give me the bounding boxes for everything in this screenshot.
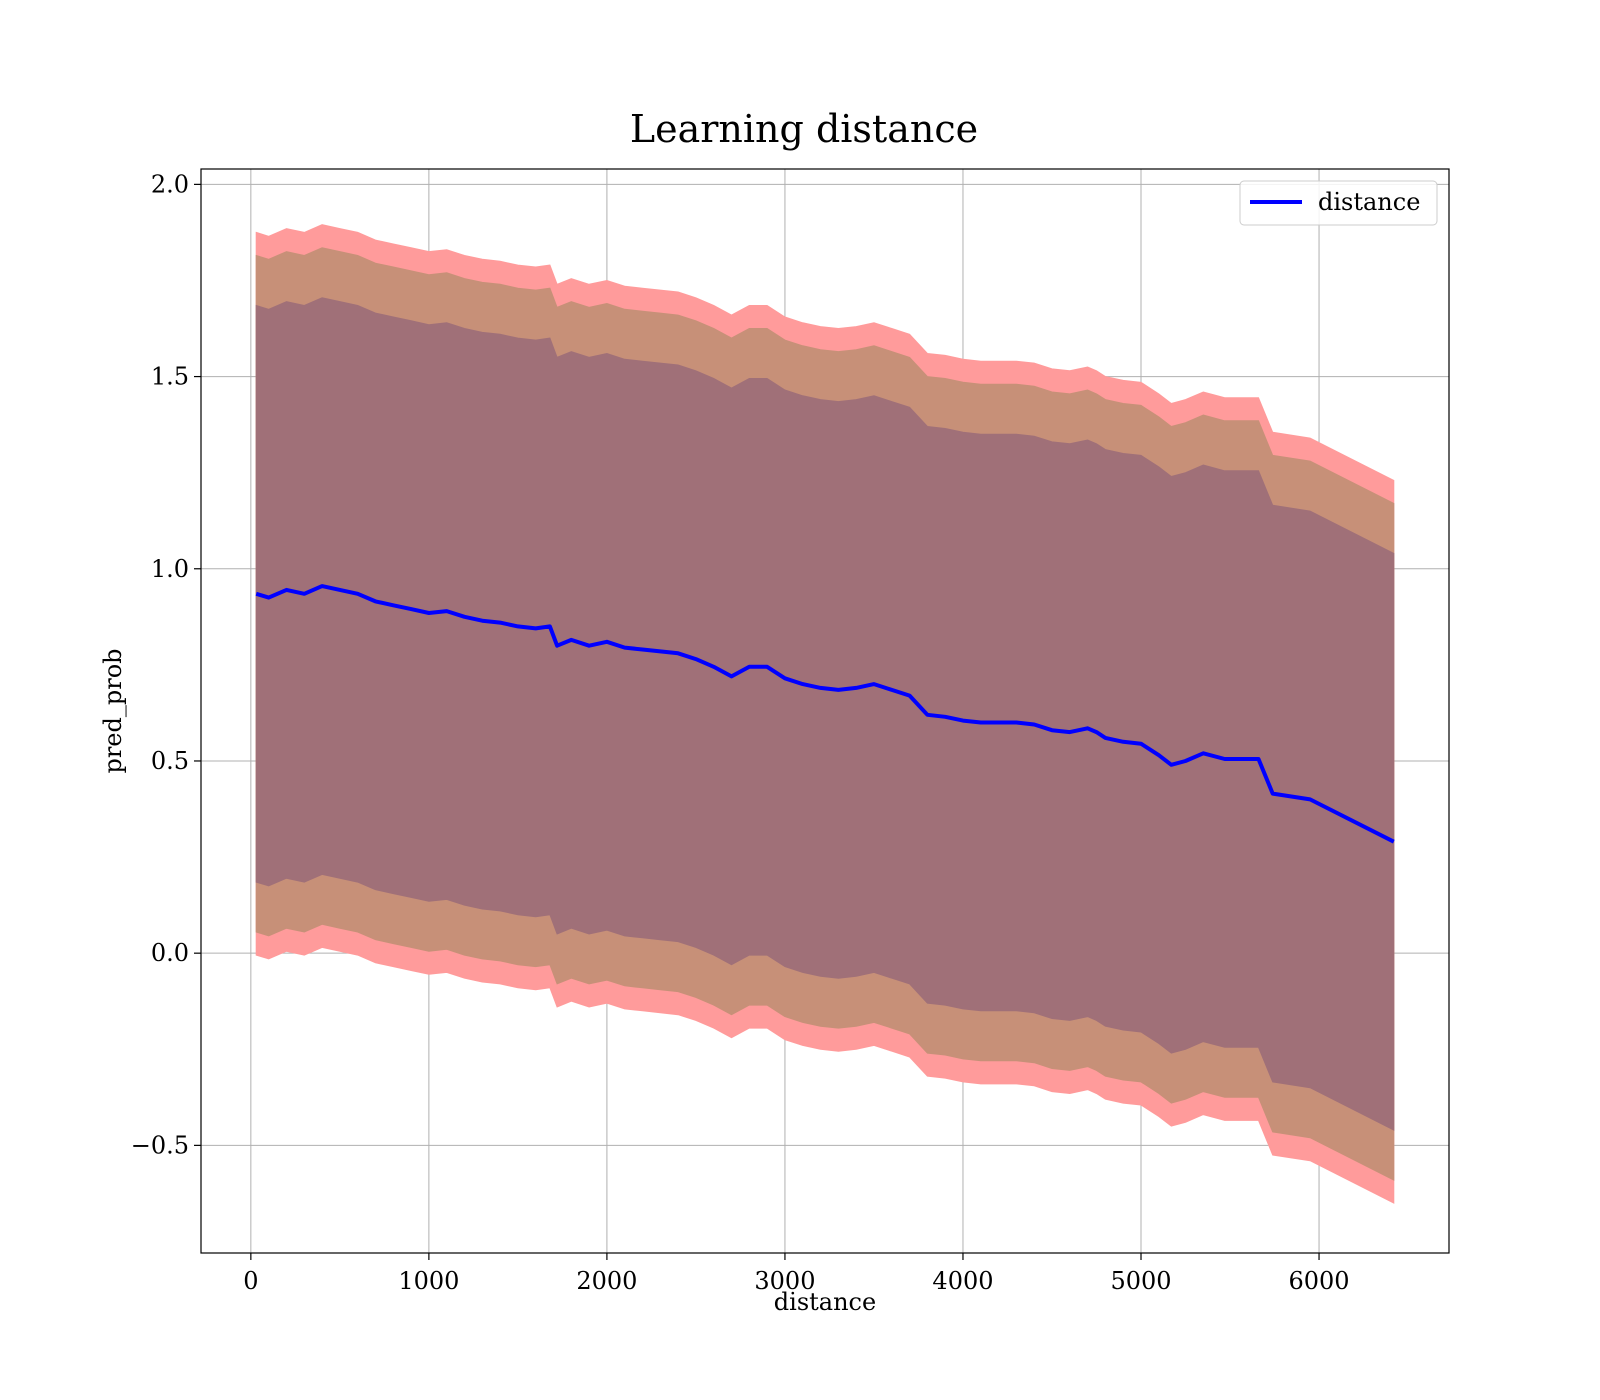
- y-tick-label: 1.0: [151, 555, 189, 583]
- confidence-bands: [255, 224, 1395, 1204]
- x-tick-label: 5000: [1110, 1267, 1171, 1295]
- y-axis-label: pred_prob: [99, 648, 127, 773]
- y-tick-label: −0.5: [131, 1131, 189, 1159]
- x-tick-label: 6000: [1288, 1267, 1349, 1295]
- y-tick-label: 0.0: [151, 939, 189, 967]
- series-group: [255, 584, 1395, 844]
- x-axis-label: distance: [774, 1288, 876, 1316]
- chart-title: Learning distance: [630, 107, 978, 151]
- x-tick-label: 4000: [932, 1267, 993, 1295]
- plot-frame: [200, 168, 1450, 1254]
- y-tick-label: 0.5: [151, 747, 189, 775]
- legend-box: [1239, 180, 1438, 226]
- x-tick-label: 2000: [576, 1267, 637, 1295]
- y-tick-label: 1.5: [151, 363, 189, 391]
- band-inner: [255, 297, 1395, 1131]
- x-axis-ticks: 0 1000 2000 3000 4000 5000 6000: [243, 1253, 1350, 1295]
- y-axis-ticks: −0.5 0.0 0.5 1.0 1.5 2.0: [131, 170, 201, 1159]
- legend: distance: [1239, 180, 1438, 226]
- x-tick-label: 0: [243, 1267, 258, 1295]
- legend-entry-distance: distance: [1318, 188, 1420, 216]
- x-tick-label: 1000: [398, 1267, 459, 1295]
- series-line-distance: [255, 584, 1395, 844]
- y-tick-label: 2.0: [151, 170, 189, 198]
- x-tick-label: 3000: [754, 1267, 815, 1295]
